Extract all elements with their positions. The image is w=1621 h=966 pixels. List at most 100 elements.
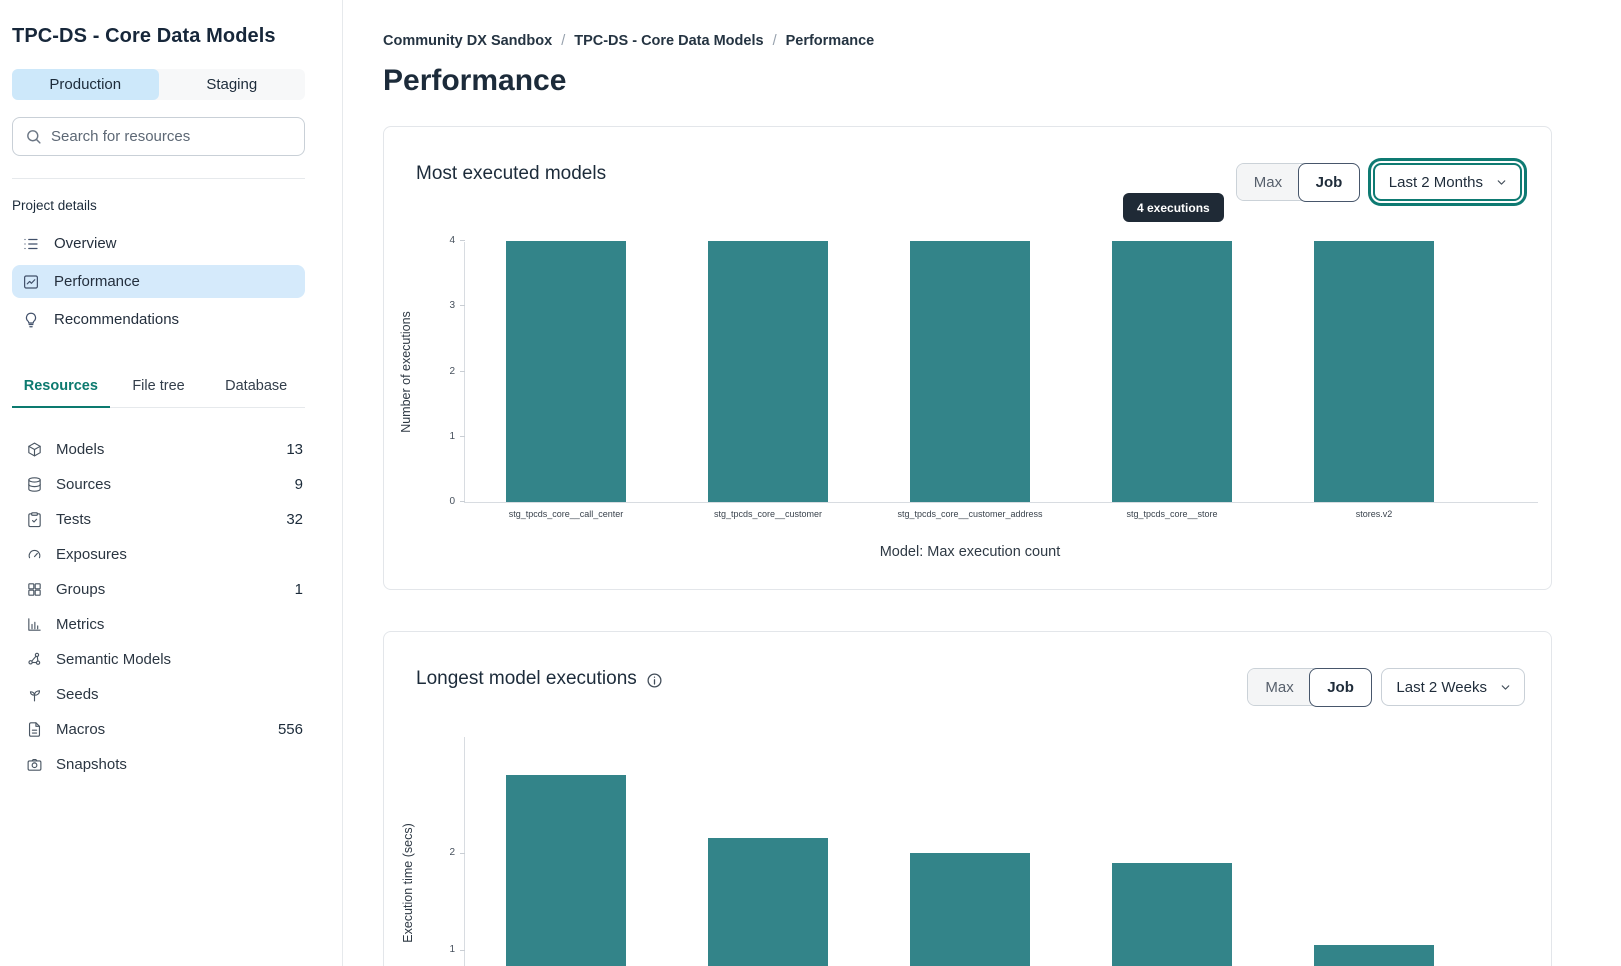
x-axis-labels: stg_tpcds_core__call_center stg_tpcds_cor… — [465, 509, 1475, 519]
env-tab-staging[interactable]: Staging — [206, 76, 258, 93]
max-job-toggle: Max Job — [1235, 162, 1361, 202]
grid-icon — [26, 581, 43, 598]
bar[interactable] — [910, 241, 1030, 502]
resource-label: Exposures — [56, 546, 127, 563]
bar-slot — [667, 737, 869, 966]
date-range-select[interactable]: Last 2 Weeks — [1381, 668, 1525, 706]
tab-database[interactable]: Database — [225, 378, 288, 394]
resource-item-snapshots[interactable]: Snapshots — [12, 747, 305, 782]
y-tick-mark — [460, 950, 465, 951]
max-toggle-button[interactable]: Max — [1248, 669, 1311, 705]
chevron-down-icon — [1495, 176, 1508, 189]
date-range-value: Last 2 Weeks — [1396, 678, 1487, 696]
tab-file-tree[interactable]: File tree — [132, 378, 185, 394]
bar-slot — [1273, 241, 1475, 502]
y-tick-mark — [460, 501, 465, 502]
bar-slot — [1071, 737, 1273, 966]
resource-label: Groups — [56, 581, 106, 598]
info-icon[interactable] — [646, 672, 663, 689]
bar[interactable] — [1112, 862, 1232, 966]
resource-label: Models — [56, 441, 105, 458]
breadcrumb: Community DX Sandbox / TPC-DS - Core Data … — [383, 33, 1621, 49]
breadcrumb-separator: / — [561, 33, 566, 49]
bar-slot — [465, 737, 667, 966]
project-title: TPC-DS - Core Data Models — [12, 25, 276, 47]
resource-item-seeds[interactable]: Seeds — [12, 677, 305, 712]
sidebar-item-performance[interactable]: Performance — [12, 265, 305, 298]
resource-list: Models 13 Sources 9 Tests 32 Exposures Groups 1 M… — [12, 432, 305, 782]
bar[interactable] — [506, 241, 626, 502]
page-title: Performance — [383, 64, 567, 97]
resource-item-models[interactable]: Models 13 — [12, 432, 305, 467]
x-tick-label: stg_tpcds_core__customer — [713, 509, 823, 519]
executions-bar-chart: 0 1 2 3 4 stg_tpcds_core__call_center stg_tpcd… — [399, 236, 1538, 560]
sidebar-item-label: Overview — [54, 235, 117, 252]
bar-chart-icon — [26, 616, 43, 633]
breadcrumb-link[interactable]: TPC-DS - Core Data Models — [574, 33, 764, 49]
resource-count: 1 — [294, 581, 303, 598]
resource-label: Metrics — [56, 616, 105, 633]
bar-slot — [667, 241, 869, 502]
resource-item-tests[interactable]: Tests 32 — [12, 502, 305, 537]
bar[interactable] — [506, 775, 626, 966]
sidebar-item-recommendations[interactable]: Recommendations — [12, 303, 305, 336]
resource-item-metrics[interactable]: Metrics — [12, 607, 305, 642]
bar[interactable] — [1314, 241, 1434, 502]
bar[interactable] — [708, 838, 828, 966]
max-toggle-button[interactable]: Max — [1236, 164, 1300, 200]
breadcrumb-separator: / — [772, 33, 777, 49]
environment-toggle: Production Staging — [12, 69, 305, 100]
job-toggle-button[interactable]: Job — [1309, 667, 1372, 707]
x-tick-label: stg_tpcds_core__store — [1126, 509, 1218, 519]
env-tab-production[interactable]: Production — [12, 69, 159, 100]
y-axis-title: Execution time (secs) — [401, 823, 415, 943]
card-title: Most executed models — [416, 163, 607, 184]
bar[interactable] — [708, 241, 828, 502]
y-tick-label: 1 — [449, 430, 455, 442]
search-input[interactable] — [51, 128, 292, 145]
resource-count: 556 — [277, 721, 303, 738]
sidebar-item-overview[interactable]: Overview — [12, 227, 305, 260]
resource-item-exposures[interactable]: Exposures — [12, 537, 305, 572]
bar[interactable] — [1112, 241, 1232, 502]
chart-tooltip: 4 executions — [1123, 193, 1224, 222]
gauge-icon — [26, 546, 43, 563]
bar-slot — [465, 241, 667, 502]
date-range-select[interactable]: Last 2 Months — [1372, 163, 1522, 201]
list-icon — [22, 235, 40, 253]
date-range-value: Last 2 Months — [1388, 173, 1483, 191]
file-icon — [26, 721, 43, 738]
bars-area — [465, 737, 1475, 966]
line-chart-icon — [22, 273, 40, 291]
resource-label: Seeds — [56, 686, 99, 703]
execution-time-bar-chart: 1 2 Execution time (secs) — [401, 737, 1538, 966]
y-tick-label: 0 — [449, 496, 455, 507]
sidebar-item-label: Performance — [54, 273, 140, 290]
resource-item-macros[interactable]: Macros 556 — [12, 712, 305, 747]
bar[interactable] — [910, 853, 1030, 966]
sidebar-divider — [12, 178, 305, 179]
y-axis-title: Number of executions — [399, 311, 413, 433]
resource-label: Macros — [56, 721, 106, 738]
max-job-toggle: Max Job — [1247, 667, 1372, 707]
resource-label: Semantic Models — [56, 651, 172, 668]
resource-label: Snapshots — [56, 756, 127, 773]
y-tick-mark — [460, 305, 465, 307]
breadcrumb-link[interactable]: Community DX Sandbox — [383, 33, 553, 49]
resource-item-sources[interactable]: Sources 9 — [12, 467, 305, 502]
y-tick-mark — [460, 853, 465, 854]
camera-icon — [26, 756, 43, 773]
breadcrumb-current: Performance — [785, 33, 875, 49]
project-nav: Overview Performance Recommendations — [12, 227, 305, 336]
resource-item-groups[interactable]: Groups 1 — [12, 572, 305, 607]
x-tick-label: stg_tpcds_core__customer_address — [897, 509, 1043, 519]
resource-item-semantic-models[interactable]: Semantic Models — [12, 642, 305, 677]
job-toggle-button[interactable]: Job — [1297, 162, 1361, 202]
sidebar-item-label: Recommendations — [54, 311, 180, 328]
tab-resources[interactable]: Resources — [12, 369, 110, 408]
bar[interactable] — [1314, 945, 1434, 966]
search-box[interactable] — [12, 117, 305, 156]
y-tick-mark — [460, 240, 465, 241]
resource-count: 13 — [286, 441, 303, 458]
